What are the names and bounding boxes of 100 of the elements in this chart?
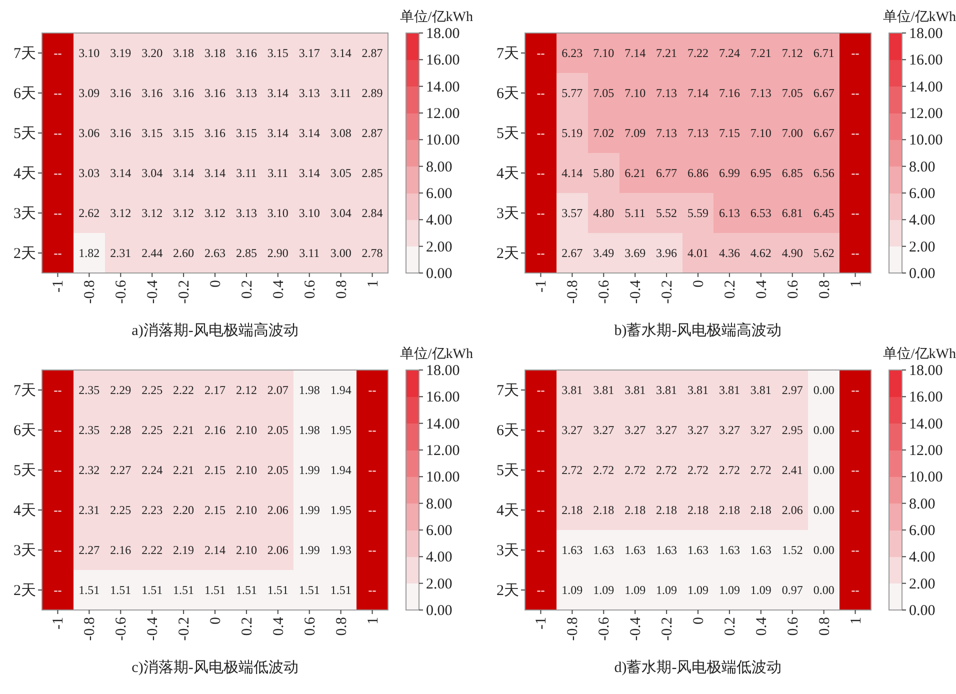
- data-label: 3.04: [330, 206, 352, 220]
- y-tick-label: 4天: [496, 503, 519, 519]
- x-tick-label: -0.4: [628, 280, 644, 304]
- x-tick-label: -0.4: [145, 280, 162, 304]
- data-label: 5.11: [624, 206, 646, 220]
- data-label: 2.28: [110, 423, 132, 437]
- color-bar-label: 0.00: [426, 266, 452, 282]
- data-label: 1.98: [298, 383, 320, 397]
- data-label: 1.63: [593, 543, 614, 557]
- x-tick-label: 1: [365, 617, 382, 624]
- text: --: [368, 423, 376, 437]
- data-label: 4.80: [593, 206, 614, 220]
- y-tick-label: 3天: [496, 543, 519, 559]
- data-label: 6.86: [688, 166, 708, 180]
- text: --: [368, 503, 376, 517]
- data-label: 1.52: [782, 543, 803, 557]
- data-label: 6.45: [813, 206, 834, 220]
- data-label: 0.97: [782, 583, 803, 597]
- data-label: 3.08: [330, 126, 352, 140]
- x-tick-label: -0.6: [596, 280, 613, 304]
- data-label: 2.25: [110, 503, 132, 517]
- data-label: 6.13: [718, 206, 740, 220]
- x-tick-label: -0.4: [628, 616, 644, 641]
- data-label: 1.63: [656, 543, 678, 557]
- x-tick-label: -1: [50, 280, 67, 292]
- y-tick-label: 6天: [14, 86, 36, 102]
- data-label: 2.31: [78, 503, 100, 517]
- text: --: [54, 46, 62, 60]
- y-tick-label: 2天: [14, 246, 36, 262]
- data-label: 1.51: [142, 583, 163, 597]
- data-label: 2.18: [624, 503, 646, 517]
- data-label: 2.05: [267, 423, 288, 437]
- x-tick-label: 0: [208, 280, 224, 288]
- data-label: 7.24: [718, 46, 740, 60]
- data-label: 3.16: [110, 126, 132, 140]
- data-label: 6.85: [782, 166, 803, 180]
- data-label: 2.06: [267, 543, 288, 557]
- x-tick-label: 0.4: [754, 280, 770, 299]
- x-tick-label: -0.2: [660, 280, 676, 304]
- text: --: [54, 583, 62, 597]
- data-label: 3.96: [656, 246, 678, 260]
- x-tick-label: 0.8: [816, 617, 833, 636]
- text: --: [536, 206, 545, 220]
- x-tick-label: -0.2: [660, 617, 676, 641]
- data-label: 2.72: [624, 463, 646, 477]
- data-label: 1.09: [688, 583, 708, 597]
- data-label: 3.10: [267, 206, 288, 220]
- data-label: 2.18: [562, 503, 583, 517]
- text: --: [851, 86, 860, 100]
- x-tick-label: 0: [691, 617, 707, 624]
- data-label: 2.72: [562, 463, 583, 477]
- data-label: 0.00: [813, 423, 834, 437]
- data-label: 2.90: [267, 246, 288, 260]
- x-tick-label: 0.6: [785, 280, 802, 299]
- data-label: 2.12: [236, 383, 257, 397]
- data-label: 2.72: [750, 463, 772, 477]
- x-tick-label: -0.6: [114, 280, 130, 304]
- data-label: 7.16: [718, 86, 740, 100]
- data-label: 2.27: [78, 543, 100, 557]
- data-label: 2.10: [236, 423, 257, 437]
- data-label: 4.14: [562, 166, 583, 180]
- data-label: 3.81: [593, 383, 614, 397]
- x-tick-label: -0.6: [596, 616, 613, 641]
- data-label: 7.10: [750, 126, 772, 140]
- data-label: 7.13: [688, 126, 708, 140]
- data-label: 7.12: [782, 46, 803, 60]
- data-label: 3.12: [173, 206, 194, 220]
- data-label: 2.15: [204, 463, 226, 477]
- x-tick-label: 0.4: [270, 616, 287, 636]
- text: --: [368, 543, 376, 557]
- data-label: 3.12: [110, 206, 132, 220]
- y-tick-label: 7天: [496, 383, 519, 399]
- color-bar-label: 14.00: [426, 79, 460, 96]
- data-label: 2.25: [142, 423, 163, 437]
- color-bar-label: 10.00: [909, 470, 943, 486]
- text: --: [851, 246, 860, 260]
- x-tick-label: 0.2: [239, 617, 256, 636]
- data-label: 5.59: [688, 206, 708, 220]
- text: b)蓄水期-风电极端高波动: [614, 322, 782, 339]
- data-label: 1.51: [330, 583, 352, 597]
- data-label: 7.14: [688, 86, 708, 100]
- color-bar-label: 10.00: [909, 132, 943, 149]
- y-tick-label: 4天: [14, 166, 36, 182]
- x-tick-label: 0.8: [816, 280, 833, 299]
- data-label: 2.10: [236, 543, 257, 557]
- text: --: [536, 463, 545, 477]
- data-label: 2.06: [782, 503, 803, 517]
- data-label: 3.14: [173, 166, 194, 180]
- data-label: 2.21: [173, 423, 194, 437]
- color-bar-label: 0.00: [426, 603, 452, 619]
- data-label: 0.00: [813, 583, 834, 597]
- color-bar-label: 8.00: [909, 159, 936, 176]
- data-label: 3.05: [330, 166, 352, 180]
- data-label: 2.29: [110, 383, 132, 397]
- color-bar-title: 单位/亿kWh: [400, 9, 473, 25]
- data-label: 6.95: [750, 166, 772, 180]
- text: --: [54, 86, 62, 100]
- text: --: [368, 583, 376, 597]
- text: --: [368, 463, 376, 477]
- data-label: 3.13: [298, 86, 320, 100]
